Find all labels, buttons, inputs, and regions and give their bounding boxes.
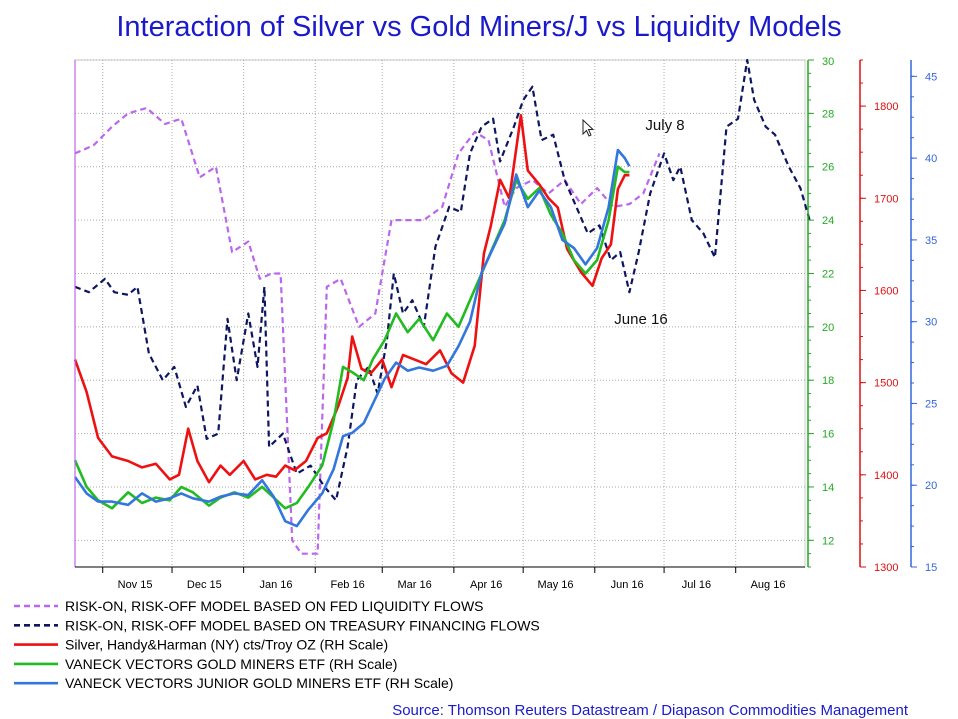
gdx-axis-tick-label: 18 xyxy=(822,375,834,387)
x-tick-label: Mar 16 xyxy=(397,579,431,591)
gdx-axis-tick-label: 14 xyxy=(822,482,834,494)
axes: Nov 15 Dec 15 Jan 16 Feb 16 Mar 16 Apr 16 May … xyxy=(74,56,937,591)
series-line-2 xyxy=(74,58,811,502)
chart-title: Interaction of Silver vs Gold Miners/J v… xyxy=(116,11,841,43)
gdxj-axis-tick-label: 20 xyxy=(925,480,937,492)
legend-label-3: Silver, Handy&Harman (NY) cts/Troy OZ (R… xyxy=(65,637,388,653)
silver-axis-tick-label: 1700 xyxy=(874,193,898,205)
silver-axis-tick-label: 1800 xyxy=(874,101,898,113)
gdxj-axis-tick-label: 35 xyxy=(925,235,937,247)
gdxj-axis-tick-label: 15 xyxy=(925,562,937,574)
series-line-1 xyxy=(74,106,661,555)
silver-axis-tick-label: 1400 xyxy=(874,470,898,482)
x-tick-label: Jun 16 xyxy=(611,579,644,591)
x-tick-label: Jan 16 xyxy=(259,579,292,591)
source-note: Source: Thomson Reuters Datastream / Dia… xyxy=(392,702,909,719)
x-tick-label: May 16 xyxy=(537,579,573,591)
gdxj-axis-tick-label: 25 xyxy=(925,398,937,410)
gdxj-axis-tick-label: 30 xyxy=(925,317,937,329)
plot-area xyxy=(74,59,806,568)
gdx-axis-tick-label: 24 xyxy=(822,215,834,227)
gdxj-axis-tick-label: 40 xyxy=(925,153,937,165)
grid xyxy=(74,59,806,568)
series-line-3 xyxy=(73,114,630,484)
gdx-axis-tick-label: 28 xyxy=(822,108,834,120)
silver-axis-tick-label: 1500 xyxy=(874,378,898,390)
annotation-july-8: July 8 xyxy=(645,117,684,134)
series-lines xyxy=(73,58,811,555)
gdx-axis-tick-label: 20 xyxy=(822,322,834,334)
legend-label-2: RISK-ON, RISK-OFF MODEL BASED ON TREASUR… xyxy=(65,617,540,633)
x-tick-label: Aug 16 xyxy=(751,579,786,591)
legend-label-4: VANECK VECTORS GOLD MINERS ETF (RH Scale… xyxy=(65,656,397,672)
annotation-june-16: June 16 xyxy=(614,311,667,328)
series-line-5 xyxy=(73,148,631,528)
x-tick-label: Feb 16 xyxy=(330,579,364,591)
gdx-axis-tick-label: 22 xyxy=(822,268,834,280)
legend-label-1: RISK-ON, RISK-OFF MODEL BASED ON FED LIQ… xyxy=(65,598,484,614)
x-tick-label: Dec 15 xyxy=(187,579,222,591)
gdx-axis-tick-label: 30 xyxy=(822,56,834,68)
gdx-axis-tick-label: 16 xyxy=(822,429,834,441)
gdx-axis-tick-label: 26 xyxy=(822,162,834,174)
silver-axis-tick-label: 1600 xyxy=(874,285,898,297)
cursor-icon xyxy=(582,118,595,137)
annotations: July 8 June 16 xyxy=(582,117,685,328)
series-line-4 xyxy=(73,165,630,510)
x-tick-label: Nov 15 xyxy=(118,579,153,591)
silver-axis-tick-label: 1300 xyxy=(874,562,898,574)
x-tick-label: Jul 16 xyxy=(682,579,711,591)
legend: RISK-ON, RISK-OFF MODEL BASED ON FED LIQ… xyxy=(14,598,540,691)
gdxj-axis-tick-label: 45 xyxy=(925,71,937,83)
x-tick-label: Apr 16 xyxy=(470,579,502,591)
gdx-axis-tick-label: 12 xyxy=(822,535,834,547)
legend-label-5: VANECK VECTORS JUNIOR GOLD MINERS ETF (R… xyxy=(65,675,453,691)
